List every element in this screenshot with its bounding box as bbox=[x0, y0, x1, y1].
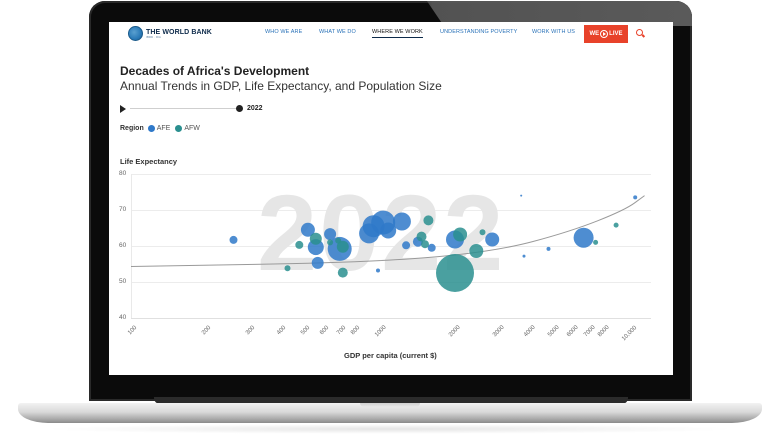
y-tick: 40 bbox=[119, 314, 127, 321]
bubble-afw[interactable] bbox=[421, 240, 429, 249]
bubble-plot bbox=[130, 194, 645, 292]
gridline-80 bbox=[131, 174, 651, 175]
current-year-label: 2022 bbox=[247, 105, 263, 112]
bubble-afw[interactable] bbox=[469, 244, 484, 258]
timeline-slider-track[interactable] bbox=[130, 108, 238, 109]
y-axis-title: Life Expectancy bbox=[120, 157, 178, 166]
logo-subtitle: IBRD · IDA bbox=[146, 34, 161, 39]
afw-legend-dot[interactable] bbox=[175, 125, 183, 132]
bubble-afe[interactable] bbox=[573, 227, 594, 248]
gridline-60 bbox=[131, 246, 651, 247]
afe-legend-dot[interactable] bbox=[147, 125, 155, 132]
bubble-afe[interactable] bbox=[376, 268, 380, 273]
x-axis-title: GDP per capita (current $) bbox=[344, 351, 437, 360]
lid-glare bbox=[426, 1, 692, 26]
nav-understanding-poverty[interactable]: UNDERSTANDING POVERTY bbox=[440, 29, 518, 35]
bubble-afe[interactable] bbox=[229, 235, 238, 244]
search-icon[interactable] bbox=[636, 29, 643, 36]
y-tick: 50 bbox=[119, 278, 127, 285]
bubble-afe[interactable] bbox=[392, 212, 411, 231]
browser-screen: THE WORLD BANK IBRD · IDA WHO WE ARE WHA… bbox=[109, 22, 673, 375]
laptop-hinge bbox=[154, 397, 628, 404]
bubble-afw[interactable] bbox=[613, 222, 619, 228]
page-title: Decades of Africa's Development bbox=[120, 64, 310, 78]
afe-legend-label[interactable]: AFE bbox=[156, 125, 171, 132]
laptop-shadow bbox=[40, 424, 740, 434]
laptop-base bbox=[18, 403, 762, 423]
bubble-afe[interactable] bbox=[522, 254, 526, 258]
bubble-afe[interactable] bbox=[485, 232, 500, 247]
bubble-afw[interactable] bbox=[479, 229, 486, 236]
page-subtitle: Annual Trends in GDP, Life Expectancy, a… bbox=[120, 79, 442, 93]
play-icon[interactable] bbox=[120, 105, 126, 113]
bubble-afw[interactable] bbox=[309, 232, 322, 245]
timeline-slider-thumb[interactable] bbox=[236, 105, 243, 112]
globe-icon bbox=[128, 26, 143, 41]
bubble-afw[interactable] bbox=[327, 239, 334, 246]
bubble-afe[interactable] bbox=[633, 195, 638, 200]
bubble-afw[interactable] bbox=[453, 227, 468, 242]
x-axis-line bbox=[131, 318, 651, 319]
bubble-afw[interactable] bbox=[416, 231, 427, 242]
world-bank-logo[interactable]: THE WORLD BANK IBRD · IDA bbox=[128, 26, 212, 41]
bubble-afe[interactable] bbox=[380, 222, 397, 239]
region-legend-label: Region bbox=[120, 125, 144, 132]
nav-work-with-us[interactable]: WORK WITH US bbox=[532, 29, 576, 35]
bubble-afe[interactable] bbox=[402, 241, 411, 250]
gridline-70 bbox=[131, 210, 651, 211]
live-label-left: WE bbox=[589, 31, 600, 37]
top-nav: THE WORLD BANK IBRD · IDA WHO WE ARE WHA… bbox=[109, 22, 673, 46]
nav-where-we-work[interactable]: WHERE WE WORK bbox=[372, 29, 423, 38]
bubble-afe[interactable] bbox=[300, 222, 315, 237]
y-tick: 70 bbox=[119, 206, 127, 213]
bubble-afw[interactable] bbox=[284, 265, 291, 272]
bubble-afe[interactable] bbox=[520, 194, 523, 197]
bubble-afe[interactable] bbox=[427, 243, 436, 252]
bubble-afw[interactable] bbox=[295, 240, 304, 249]
nav-what-we-do[interactable]: WHAT WE DO bbox=[319, 29, 356, 35]
bubble-afw[interactable] bbox=[436, 254, 474, 292]
bubble-afe[interactable] bbox=[324, 228, 337, 241]
logo-title: THE WORLD BANK bbox=[146, 28, 212, 36]
bubble-afe[interactable] bbox=[546, 246, 551, 251]
bubble-afw[interactable] bbox=[593, 239, 599, 245]
gridline-50 bbox=[131, 282, 651, 283]
y-tick: 60 bbox=[119, 242, 127, 249]
y-axis-line bbox=[131, 174, 132, 318]
bubble-afe[interactable] bbox=[311, 256, 324, 269]
bubble-afw[interactable] bbox=[336, 240, 349, 253]
region-legend: Region AFE AFW bbox=[120, 125, 200, 132]
bubbles-group bbox=[229, 194, 638, 292]
nav-who-we-are[interactable]: WHO WE ARE bbox=[265, 29, 303, 35]
we-live-button[interactable]: WE LIVE bbox=[584, 25, 628, 43]
y-tick: 80 bbox=[119, 170, 127, 177]
bubble-afw[interactable] bbox=[337, 267, 348, 278]
live-play-icon bbox=[600, 30, 609, 38]
bubble-afw[interactable] bbox=[423, 215, 434, 226]
laptop-notch bbox=[360, 403, 420, 407]
afw-legend-label[interactable]: AFW bbox=[184, 125, 200, 132]
live-label-right: LIVE bbox=[609, 31, 623, 37]
